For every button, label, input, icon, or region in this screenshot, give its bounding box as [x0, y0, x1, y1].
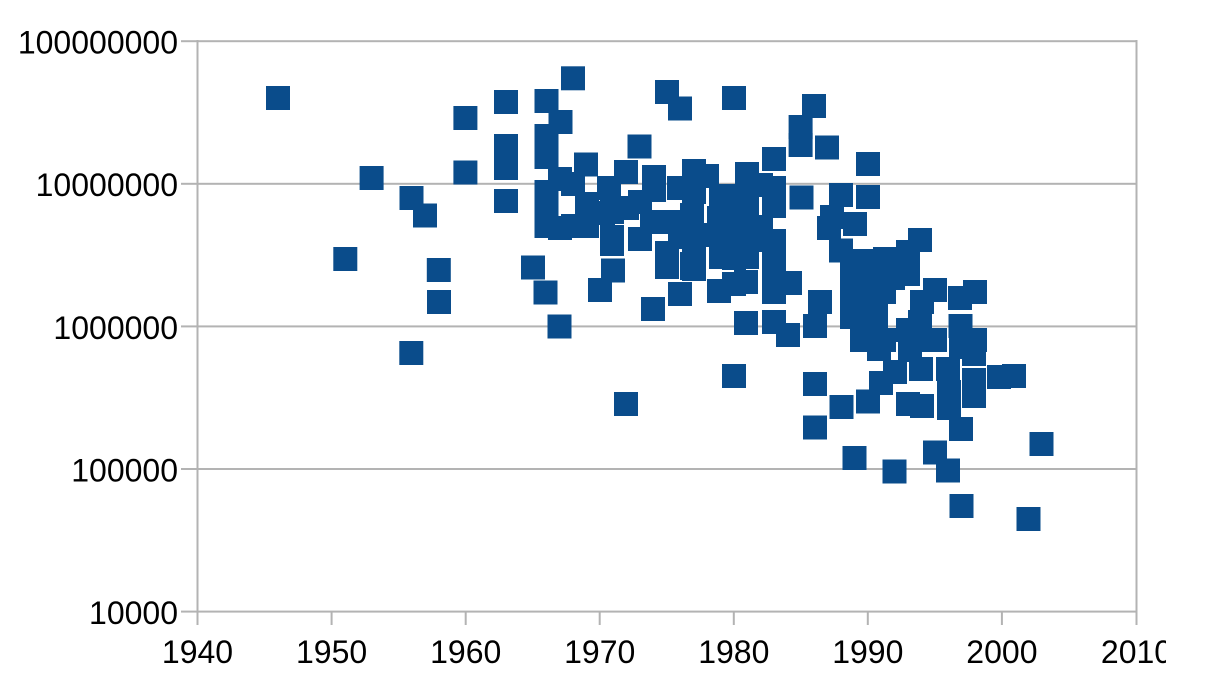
svg-text:2010: 2010 — [1101, 634, 1172, 670]
svg-text:1980: 1980 — [698, 634, 769, 670]
svg-text:100000000: 100000000 — [18, 25, 178, 61]
svg-text:1950: 1950 — [296, 634, 367, 670]
svg-text:2000: 2000 — [966, 634, 1037, 670]
svg-text:1960: 1960 — [430, 634, 501, 670]
svg-text:1940: 1940 — [162, 634, 233, 670]
svg-text:10000: 10000 — [89, 595, 178, 631]
svg-text:1990: 1990 — [832, 634, 903, 670]
svg-text:10000000: 10000000 — [36, 167, 178, 203]
svg-text:1970: 1970 — [564, 634, 635, 670]
svg-text:1000000: 1000000 — [53, 310, 178, 346]
svg-text:100000: 100000 — [71, 452, 178, 488]
